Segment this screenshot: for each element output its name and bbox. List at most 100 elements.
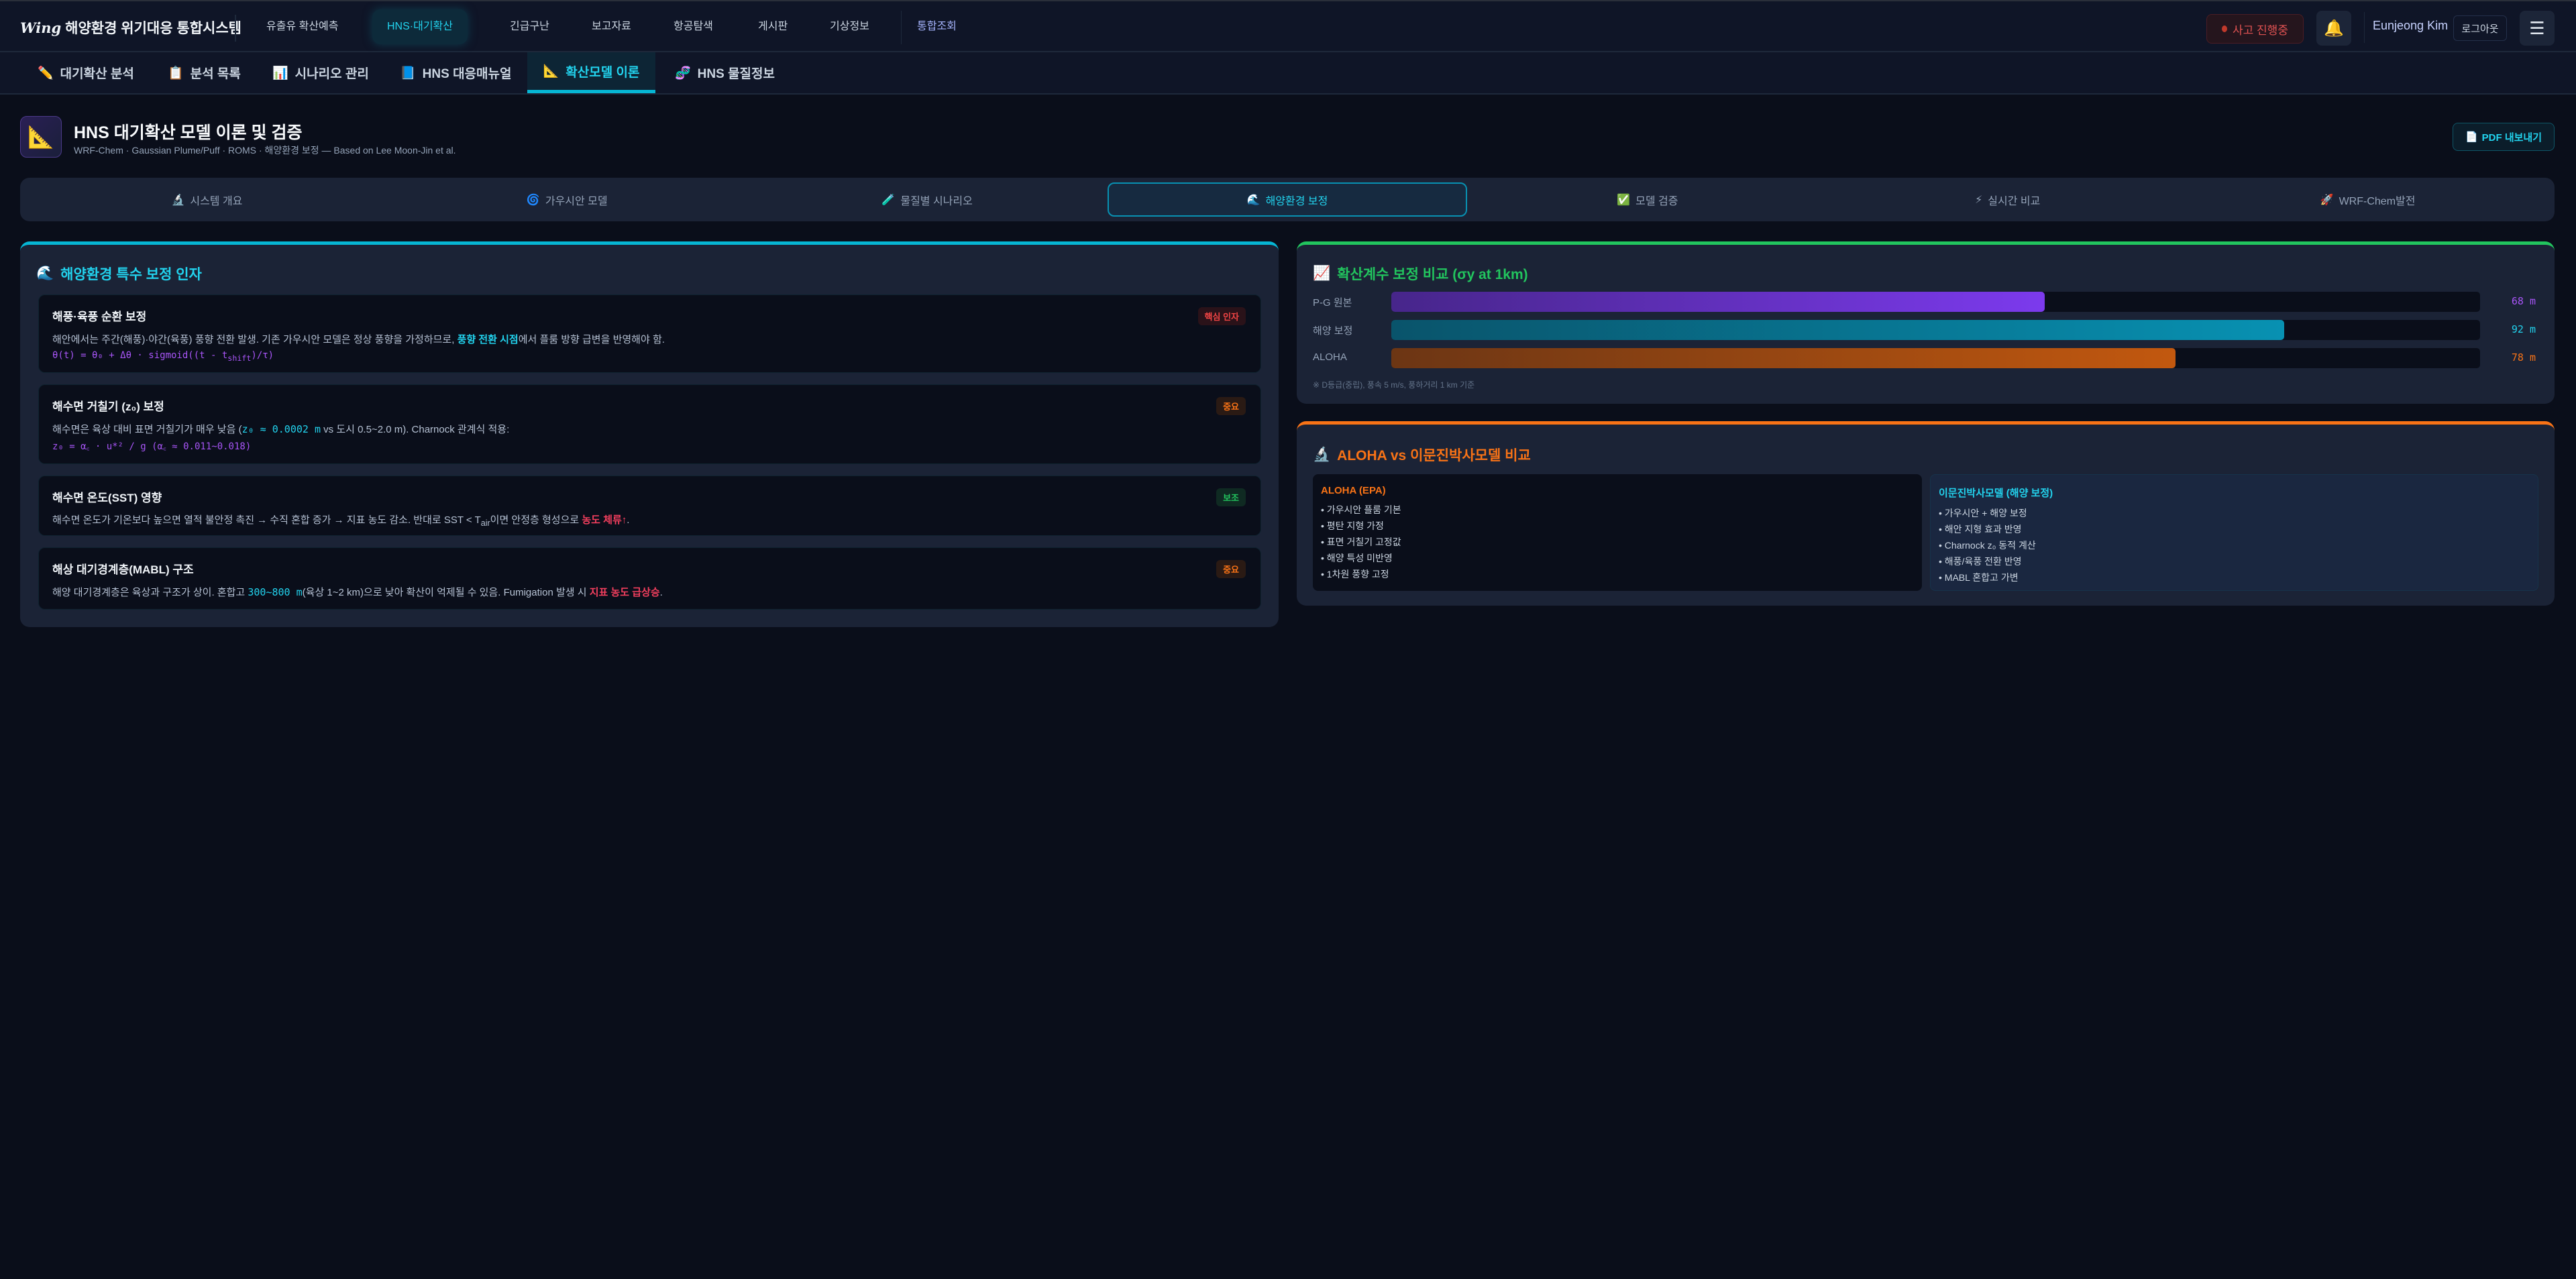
clipboard-icon: 📋 (168, 66, 184, 80)
bell-icon: 🔔 (2324, 19, 2344, 38)
subnav-dispersion-analysis[interactable]: ✏️ 대기확산 분석 (28, 52, 144, 93)
factor-card-mabl: 해상 대기경계층(MABL) 구조 중요 해양 대기경계층은 육상과 구조가 상… (38, 547, 1261, 610)
page-title: HNS 대기확산 모델 이론 및 검증 (74, 123, 303, 142)
list-item: • MABL 혼합고 가변 (1939, 572, 2019, 583)
book-icon: 📘 (400, 66, 416, 80)
chart-note: ※ D등급(중립), 풍속 5 m/s, 풍하거리 1 km 기준 (1313, 380, 1475, 390)
bar (1391, 320, 2284, 340)
body-text: . (627, 514, 630, 526)
notification-button[interactable]: 🔔 (2316, 11, 2351, 46)
triangle-ruler-icon: 📐 (543, 64, 559, 78)
subnav-analysis-list[interactable]: 📋 분석 목록 (158, 52, 250, 93)
subnav-scenario[interactable]: 📊 시나리오 관리 (263, 52, 378, 93)
bar-track (1391, 292, 2480, 312)
tab-realtime-compare[interactable]: ⚡ 실시간 비교 (1827, 182, 2188, 217)
tab-gaussian-model[interactable]: 🌀 가우시안 모델 (387, 182, 747, 217)
card-title: 해수면 거칠기 (z₀) 보정 (52, 400, 164, 413)
rocket-icon: 🚀 (2320, 194, 2334, 206)
nav-rescue[interactable]: 긴급구난 (510, 21, 549, 32)
body-text: 이면 안정층 형성으로 (490, 514, 582, 526)
nav-hns[interactable]: HNS·대기확산 (372, 9, 468, 44)
user-name: Eunjeong Kim (2373, 19, 2449, 32)
body-highlight: 풍향 전환 시점 (457, 334, 519, 345)
incident-status-button[interactable]: 사고 진행중 (2206, 14, 2304, 44)
logout-button[interactable]: 로그아웃 (2453, 15, 2507, 41)
aloha-title: ALOHA (EPA) (1321, 485, 1386, 496)
nav-reports[interactable]: 보고자료 (592, 21, 631, 32)
subnav-substance-info[interactable]: 🧬 HNS 물질정보 (665, 52, 784, 93)
card-formula: θ(t) = θ₀ + Δθ · sigmoid((t - tshift)/τ) (52, 350, 274, 363)
nav-weather[interactable]: 기상정보 (830, 21, 869, 32)
app-logo[interactable]: Wing 해양환경 위기대응 통합시스템 (20, 17, 241, 38)
card-title: 해상 대기경계층(MABL) 구조 (52, 563, 194, 576)
list-item: • 해양 특성 미반영 (1321, 553, 1393, 563)
list-item: • 표면 거칠기 고정값 (1321, 537, 1401, 547)
tab-wrf-chem[interactable]: 🚀 WRF-Chem발전 (2188, 182, 2548, 217)
list-item: • 1차원 풍향 고정 (1321, 569, 1389, 579)
aloha-list: • 가우시안 플룸 기본 • 평탄 지형 가정 • 표면 거칠기 고정값 • 해… (1321, 502, 1914, 582)
panel-title-text: ALOHA vs 이문진박사모델 비교 (1337, 448, 1531, 463)
wave-icon: 🌊 (1246, 194, 1260, 206)
body-text: (육상 1~2 km)으로 낮아 확산이 억제될 수 있음. Fumigatio… (302, 587, 590, 598)
triangle-ruler-icon: 📐 (20, 116, 62, 158)
status-dot-icon (2222, 25, 2228, 32)
header-divider (235, 15, 236, 42)
menu-button[interactable]: ☰ (2520, 11, 2555, 46)
microscope-icon: 🔬 (171, 194, 185, 206)
tab-system-overview[interactable]: 🔬 시스템 개요 (27, 182, 387, 217)
subnav-label: 확산모델 이론 (566, 65, 640, 80)
app-title: 해양환경 위기대응 통합시스템 (65, 21, 241, 36)
tab-marine-correction[interactable]: 🌊 해양환경 보정 (1107, 182, 1468, 217)
panel-title: 🌊 해양환경 특수 보정 인자 (36, 264, 202, 284)
logo-mark: Wing (20, 19, 62, 36)
incident-label: 사고 진행중 (2233, 23, 2288, 37)
tab-label: WRF-Chem발전 (2339, 195, 2416, 207)
priority-badge: 중요 (1216, 397, 1246, 415)
body-highlight: 지표 농도 급상승 (589, 587, 660, 598)
body-highlight: 농도 체류↑ (582, 514, 627, 526)
nav-integrated[interactable]: 통합조회 (917, 21, 957, 32)
chart-title: 📈 확산계수 보정 비교 (σy at 1km) (1313, 264, 1528, 284)
list-item: • 해안 지형 효과 반영 (1939, 524, 2022, 535)
tab-label: 해양환경 보정 (1265, 195, 1328, 207)
body-text: 해수면은 육상 대비 표면 거칠기가 매우 낮음 ( (52, 424, 242, 435)
bar-label: 해양 보정 (1313, 325, 1353, 337)
subnav-label: 대기확산 분석 (60, 67, 134, 81)
user-divider (2364, 12, 2365, 43)
panel-title: 🔬 ALOHA vs 이문진박사모델 비교 (1313, 445, 1531, 465)
nav-oil-spill[interactable]: 유출유 확산예측 (266, 21, 339, 32)
section-tabs: 🔬 시스템 개요 🌀 가우시안 모델 🧪 물질별 시나리오 🌊 해양환경 보정 ✅ 모델 … (20, 178, 2555, 221)
tab-substance-scenario[interactable]: 🧪 물질별 시나리오 (747, 182, 1108, 217)
bar-label: P-G 원본 (1313, 297, 1352, 309)
chart-increasing-icon: 📈 (1313, 266, 1331, 281)
body-text: 해양 대기경계층은 육상과 구조가 상이. 혼합고 (52, 587, 248, 598)
card-body: 해양 대기경계층은 육상과 구조가 상이. 혼합고 300~800 m(육상 1… (52, 585, 663, 599)
tab-model-validation[interactable]: ✅ 모델 검증 (1467, 182, 1827, 217)
bar-label: ALOHA (1313, 351, 1347, 363)
bar (1391, 348, 2176, 368)
priority-badge: 중요 (1216, 560, 1246, 578)
model-comparison-panel: 🔬 ALOHA vs 이문진박사모델 비교 ALOHA (EPA) • 가우시안 … (1297, 421, 2555, 606)
priority-badge: 핵심 인자 (1197, 307, 1246, 325)
factor-card-sea-land-breeze: 해풍·육풍 순환 보정 핵심 인자 해안에서는 주간(해풍)·야간(육풍) 풍향… (38, 294, 1261, 373)
top-header: Wing 해양환경 위기대응 통합시스템 유출유 확산예측 HNS·대기확산 긴급… (0, 0, 2576, 52)
formula-sub: shift (227, 353, 252, 363)
nav-aerial[interactable]: 항공탐색 (674, 21, 713, 32)
pdf-export-button[interactable]: 📄 PDF 내보내기 (2453, 123, 2555, 151)
subnav-manual[interactable]: 📘 HNS 대응매뉴얼 (390, 52, 521, 93)
card-formula: z₀ = α꜀ · u*² / g (α꜀ ≈ 0.011~0.018) (52, 441, 252, 452)
subnav-label: HNS 물질정보 (697, 67, 775, 81)
tab-label: 물질별 시나리오 (900, 195, 973, 207)
subnav-model-theory[interactable]: 📐 확산모델 이론 (527, 52, 655, 93)
body-text: 해수면 온도가 기온보다 높으면 열적 불안정 촉진 → 수직 혼합 증가 → … (52, 514, 481, 526)
list-item: • 가우시안 + 해양 보정 (1939, 508, 2027, 518)
marine-factors-panel: 🌊 해양환경 특수 보정 인자 해풍·육풍 순환 보정 핵심 인자 해안에서는 주… (20, 241, 1279, 627)
page-subtitle: WRF-Chem · Gaussian Plume/Puff · ROMS · … (74, 145, 456, 156)
pdf-label: PDF 내보내기 (2481, 131, 2542, 144)
bar-value-label: 68 m (2511, 295, 2536, 307)
chart-title-text: 확산계수 보정 비교 (σy at 1km) (1337, 267, 1528, 282)
nav-board[interactable]: 게시판 (758, 21, 788, 32)
subnav-label: 시나리오 관리 (294, 67, 369, 81)
formula-text: )/τ) (251, 350, 274, 361)
bar (1391, 292, 2045, 312)
